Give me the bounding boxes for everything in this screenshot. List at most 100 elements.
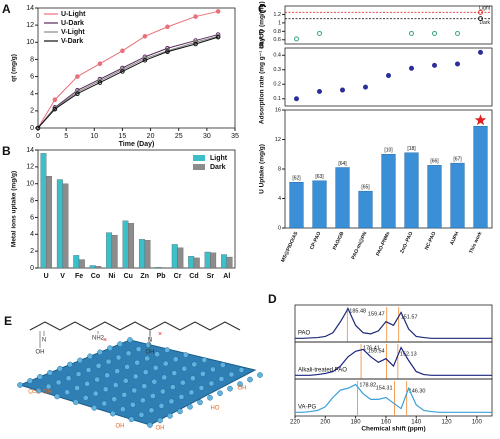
bar xyxy=(359,191,373,228)
x-tick-label: PAO/GB xyxy=(332,231,346,251)
y-tick-label: 0.3 xyxy=(273,67,281,73)
x-tick-label: Cd xyxy=(189,273,198,280)
reference-label: Light xyxy=(479,6,490,12)
carbon-atom xyxy=(92,405,97,410)
point xyxy=(98,62,102,66)
carbon-atom xyxy=(73,400,78,405)
graphene-sheet xyxy=(20,340,255,425)
x-tick-label: PAO-mi@PN xyxy=(350,231,368,261)
point xyxy=(410,66,414,70)
spectrum xyxy=(295,385,492,413)
y-tick-label: 14 xyxy=(26,147,34,154)
carbon-atom xyxy=(163,361,168,366)
point xyxy=(410,31,414,35)
y-tick-label: 0 xyxy=(30,125,34,132)
point xyxy=(194,15,198,19)
carbon-atom xyxy=(46,384,51,389)
carbon-atom xyxy=(139,412,144,417)
point xyxy=(318,90,322,94)
legend-label: V-Light xyxy=(61,29,85,36)
x-tick-label: Sr xyxy=(207,273,215,280)
carbon-atom xyxy=(192,362,197,367)
bar xyxy=(313,181,327,228)
panel-label: E xyxy=(4,314,12,328)
peak-label: 159.54 xyxy=(368,348,385,354)
bar xyxy=(95,266,101,268)
y-tick-label: 0.4 xyxy=(273,53,281,59)
carbon-atom xyxy=(103,387,108,392)
x-tick-label: MS@PIDO/AS xyxy=(280,230,300,263)
bar xyxy=(336,168,350,228)
carbon-atom xyxy=(55,394,60,399)
carbon-atom xyxy=(162,375,167,380)
carbon-atom xyxy=(187,404,192,409)
y-tick-label: 8 xyxy=(278,166,281,172)
x-tick-label: 25 xyxy=(175,133,183,140)
carbon-atom xyxy=(157,418,162,423)
carbon-atom xyxy=(197,400,202,405)
y-tick-label: 16 xyxy=(275,107,281,113)
y-tick-label: 8 xyxy=(30,197,34,204)
group-label: N xyxy=(148,338,152,344)
carbon-atom xyxy=(220,362,225,367)
group-label: O=C-OH xyxy=(28,390,52,396)
carbon-atom xyxy=(152,379,157,384)
x-tick-label: 100 xyxy=(472,420,483,426)
point xyxy=(76,75,80,79)
y-tick-label: 12 xyxy=(26,22,34,29)
carbon-atom xyxy=(110,411,115,416)
carbon-atom xyxy=(177,409,182,414)
annotation: [18] xyxy=(407,146,416,152)
carbon-atom xyxy=(129,417,134,422)
carbon-atom xyxy=(47,370,52,375)
carbon-atom xyxy=(153,365,158,370)
x-tick-label: AUPH xyxy=(449,231,461,247)
x-tick-label: ZnO–PAO xyxy=(399,231,414,255)
y-axis-label: qt (mg/g) xyxy=(11,54,18,82)
carbon-atom xyxy=(182,366,187,371)
annotation: [67] xyxy=(453,156,462,162)
peak-label: 154.31 xyxy=(376,385,393,391)
y-tick-label: 0.1 xyxy=(273,96,281,102)
bar xyxy=(145,240,151,268)
point xyxy=(295,97,299,101)
y-axis-label: Adsorption rate (mg g⁻¹ day⁻¹) xyxy=(259,30,266,124)
y-tick-label: 4 xyxy=(278,196,281,202)
carbon-atom xyxy=(202,357,207,362)
carbon-atom xyxy=(180,380,185,385)
x-tick-label: 10 xyxy=(90,133,98,140)
x-tick-label: Zn xyxy=(140,273,149,280)
bar xyxy=(63,184,69,268)
x-tick-label: 120 xyxy=(442,420,453,426)
x-tick-label: Pb xyxy=(157,273,166,280)
series-label: PAO xyxy=(298,331,311,337)
y-tick-label: 0 xyxy=(278,225,281,231)
annotation: [10] xyxy=(384,148,393,154)
carbon-atom xyxy=(160,389,165,394)
carbon-atom xyxy=(67,362,72,367)
bar xyxy=(112,235,118,268)
carbon-atom xyxy=(96,363,101,368)
carbon-atom xyxy=(150,393,155,398)
bar xyxy=(41,153,47,268)
carbon-atom xyxy=(143,370,148,375)
bar xyxy=(79,260,85,268)
bar xyxy=(205,252,211,268)
carbon-atom xyxy=(17,382,22,387)
spectrum xyxy=(295,309,492,339)
x-tick-label: Al xyxy=(223,273,230,280)
carbon-atom xyxy=(93,391,98,396)
x-tick-label: Ni xyxy=(108,273,115,280)
point xyxy=(433,31,437,35)
carbon-atom xyxy=(132,388,137,393)
y-tick-label: 12 xyxy=(275,137,281,143)
carbon-atom xyxy=(200,371,205,376)
x-tick-label: 30 xyxy=(203,133,211,140)
carbon-atom xyxy=(172,370,177,375)
annotation: [62] xyxy=(292,176,301,182)
bar xyxy=(188,256,194,268)
y-tick-label: 10 xyxy=(26,181,34,188)
panel-label: D xyxy=(268,292,277,306)
carbon-atom xyxy=(155,352,160,357)
annotation: [66] xyxy=(430,159,439,165)
